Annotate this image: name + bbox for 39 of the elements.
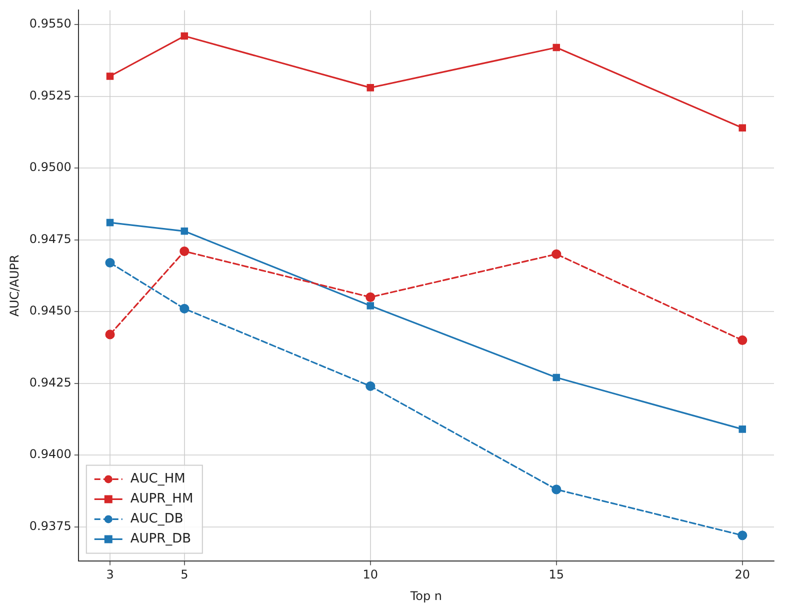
- y-axis-title: AUC/AUPR: [7, 254, 22, 317]
- y-tick-label: 0.9450: [29, 304, 72, 318]
- x-tick-label: 5: [180, 568, 188, 582]
- x-axis-title: Top n: [409, 588, 442, 603]
- point: [366, 84, 374, 92]
- point: [180, 304, 190, 314]
- point: [180, 32, 188, 40]
- point: [552, 44, 560, 52]
- y-tick-label: 0.9500: [29, 160, 72, 174]
- point: [106, 218, 114, 226]
- x-tick-label: 3: [106, 568, 114, 582]
- y-tick-label: 0.9550: [29, 16, 72, 31]
- point: [366, 302, 374, 310]
- point: [738, 124, 746, 132]
- legend-label: AUPR_HM: [130, 492, 194, 507]
- legend-label: AUPR_DB: [130, 532, 192, 547]
- point: [738, 530, 748, 540]
- y-tick-label: 0.9400: [29, 447, 72, 462]
- x-tick-label: 20: [734, 568, 750, 582]
- point: [105, 258, 115, 268]
- point: [552, 484, 562, 494]
- point: [105, 330, 115, 340]
- y-tick-label: 0.9425: [29, 375, 72, 390]
- point: [106, 72, 114, 80]
- point: [180, 246, 190, 256]
- x-tick-label: 15: [548, 568, 564, 582]
- point: [738, 426, 746, 433]
- y-tick-label: 0.9475: [29, 232, 72, 246]
- legend-label: AUC_DB: [130, 512, 184, 527]
- legend-label: AUC_HM: [130, 472, 186, 487]
- point: [552, 374, 560, 382]
- x-tick-label: 10: [362, 568, 378, 582]
- y-tick-label: 0.9525: [29, 88, 72, 102]
- point: [552, 249, 562, 259]
- point: [366, 381, 376, 391]
- point: [180, 228, 188, 235]
- point: [738, 335, 748, 346]
- y-tick-label: 0.9375: [29, 518, 72, 533]
- point: [366, 292, 376, 302]
